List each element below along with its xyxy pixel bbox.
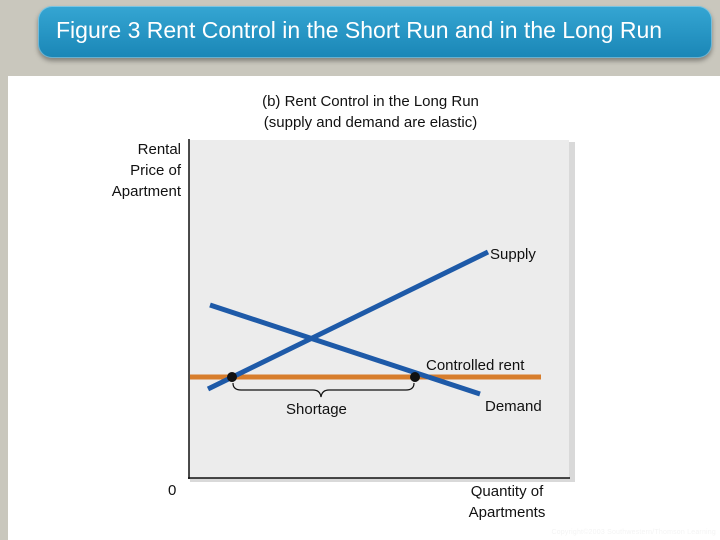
origin-label: 0 bbox=[168, 482, 177, 499]
y-axis-label-line3: Apartment bbox=[111, 183, 181, 200]
y-axis-label: Rental Price of Apartment bbox=[86, 139, 181, 202]
demand-label: Demand bbox=[485, 398, 542, 415]
panel-title: (b) Rent Control in the Long Run (supply… bbox=[218, 91, 523, 133]
supply-curve bbox=[206, 249, 490, 392]
panel-title-line2: (supply and demand are elastic) bbox=[263, 114, 478, 131]
slide-title: Figure 3 Rent Control in the Short Run a… bbox=[56, 17, 663, 43]
quantity-supplied-point bbox=[227, 372, 237, 382]
title-banner bbox=[38, 6, 712, 58]
quantity-demanded-point bbox=[410, 372, 420, 382]
supply-label: Supply bbox=[490, 246, 536, 263]
demand-curve bbox=[209, 302, 481, 397]
x-axis-label-line1: Quantity of bbox=[470, 483, 544, 500]
plot-area bbox=[189, 140, 569, 478]
shortage-brace bbox=[232, 382, 415, 398]
x-axis-label-line2: Apartments bbox=[468, 504, 546, 521]
y-axis-label-line2: Price of bbox=[130, 162, 181, 179]
panel-title-line1: (b) Rent Control in the Long Run bbox=[262, 93, 479, 110]
controlled-rent-label: Controlled rent bbox=[426, 357, 525, 374]
y-axis-label-line1: Rental bbox=[137, 141, 181, 158]
copyright-footer: Copyright©2003 Southwestern/Thomson Lear… bbox=[551, 529, 716, 536]
x-axis-label: Quantity of Apartments bbox=[444, 481, 570, 523]
shortage-label: Shortage bbox=[286, 401, 347, 418]
